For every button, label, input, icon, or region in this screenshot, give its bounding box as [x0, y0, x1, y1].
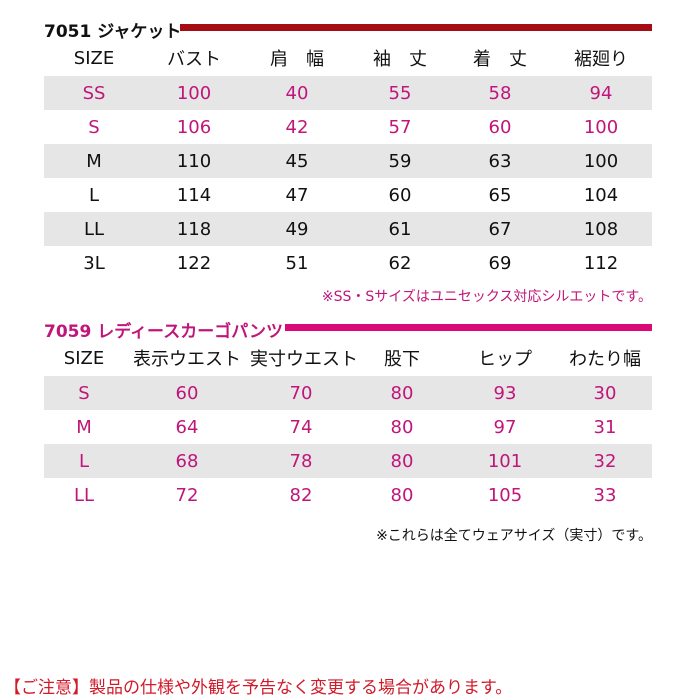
- value-cell: 67: [450, 212, 550, 246]
- value-cell: 112: [583, 252, 619, 274]
- value-cell: 97: [493, 416, 517, 438]
- header-cell: バスト: [167, 49, 221, 70]
- value-cell: 122: [176, 252, 212, 274]
- value-cell: 94: [550, 76, 652, 110]
- size-cell: LL: [73, 484, 95, 506]
- pants-size-table: SIZE 表示ウエスト 実寸ウエスト 股下 ヒップ わたり幅 S 60 70 8…: [44, 340, 652, 512]
- jacket-title-bar: [180, 24, 652, 31]
- header-cell: 袖 丈: [373, 49, 427, 70]
- table-row: M 64 74 80 97 31: [44, 410, 652, 444]
- size-cell: M: [44, 144, 144, 178]
- header-cell: 裾廻り: [574, 49, 628, 70]
- value-cell: 68: [124, 444, 250, 478]
- size-cell: L: [44, 444, 124, 478]
- value-cell: 60: [488, 116, 512, 138]
- value-cell: 33: [593, 484, 617, 506]
- table-row: 3L 122 51 62 69 112: [44, 246, 652, 280]
- caution-notice: 【ご注意】製品の仕様や外観を予告なく変更する場合があります。: [4, 678, 513, 698]
- value-cell: 69: [488, 252, 512, 274]
- table-row: S 60 70 80 93 30: [44, 376, 652, 410]
- value-cell: 72: [175, 484, 199, 506]
- table-row: LL 72 82 80 105 33: [44, 478, 652, 512]
- wear-size-note: ※これらは全てウェアサイズ（実寸）です。: [376, 528, 652, 544]
- value-cell: 80: [390, 416, 414, 438]
- size-cell: S: [44, 376, 124, 410]
- jacket-section-title: 7051 ジャケット: [44, 22, 182, 42]
- jacket-unisex-note: ※SS・Sサイズはユニセックス対応シルエットです。: [321, 289, 652, 305]
- value-cell: 64: [175, 416, 199, 438]
- value-cell: 65: [488, 184, 512, 206]
- header-cell: SIZE: [63, 347, 105, 369]
- value-cell: 108: [550, 212, 652, 246]
- value-cell: 57: [388, 116, 412, 138]
- table-row: S 106 42 57 60 100: [44, 110, 652, 144]
- value-cell: 61: [350, 212, 450, 246]
- size-cell: SS: [44, 76, 144, 110]
- value-cell: 100: [144, 76, 244, 110]
- size-cell: LL: [44, 212, 144, 246]
- value-cell: 74: [289, 416, 313, 438]
- table-row: L 68 78 80 101 32: [44, 444, 652, 478]
- value-cell: 42: [285, 116, 309, 138]
- value-cell: 31: [593, 416, 617, 438]
- value-cell: 114: [176, 184, 212, 206]
- value-cell: 105: [487, 484, 523, 506]
- value-cell: 55: [350, 76, 450, 110]
- value-cell: 80: [352, 444, 452, 478]
- header-cell: 実寸ウエスト: [250, 349, 358, 370]
- value-cell: 100: [550, 144, 652, 178]
- value-cell: 100: [583, 116, 619, 138]
- value-cell: 62: [388, 252, 412, 274]
- value-cell: 60: [124, 376, 250, 410]
- value-cell: 58: [450, 76, 550, 110]
- table-header-row: SIZE 表示ウエスト 実寸ウエスト 股下 ヒップ わたり幅: [44, 340, 652, 376]
- table-row: LL 118 49 61 67 108: [44, 212, 652, 246]
- value-cell: 82: [289, 484, 313, 506]
- value-cell: 106: [176, 116, 212, 138]
- value-cell: 104: [583, 184, 619, 206]
- size-cell: 3L: [83, 252, 105, 274]
- value-cell: 51: [285, 252, 309, 274]
- pants-title-bar: [285, 324, 652, 331]
- value-cell: 80: [352, 376, 452, 410]
- value-cell: 59: [350, 144, 450, 178]
- table-header-row: SIZE バスト 肩 幅 袖 丈 着 丈 裾廻り: [44, 40, 652, 76]
- value-cell: 78: [250, 444, 352, 478]
- header-cell: 肩 幅: [270, 49, 324, 70]
- value-cell: 32: [558, 444, 652, 478]
- header-cell: SIZE: [73, 47, 115, 69]
- value-cell: 110: [144, 144, 244, 178]
- value-cell: 60: [388, 184, 412, 206]
- size-cell: S: [88, 116, 100, 138]
- header-cell: 着 丈: [473, 49, 527, 70]
- header-cell: ヒップ: [478, 349, 532, 370]
- value-cell: 47: [285, 184, 309, 206]
- value-cell: 80: [390, 484, 414, 506]
- size-cell: M: [76, 416, 92, 438]
- pants-section-title: 7059 レディースカーゴパンツ: [44, 322, 284, 342]
- size-cell: L: [88, 184, 100, 206]
- value-cell: 118: [144, 212, 244, 246]
- table-row: SS 100 40 55 58 94: [44, 76, 652, 110]
- value-cell: 30: [558, 376, 652, 410]
- value-cell: 70: [250, 376, 352, 410]
- header-cell: 表示ウエスト: [133, 349, 241, 370]
- table-row: L 114 47 60 65 104: [44, 178, 652, 212]
- header-cell: わたり幅: [569, 349, 641, 370]
- table-row: M 110 45 59 63 100: [44, 144, 652, 178]
- value-cell: 93: [452, 376, 558, 410]
- value-cell: 45: [244, 144, 350, 178]
- value-cell: 40: [244, 76, 350, 110]
- header-cell: 股下: [384, 349, 420, 370]
- value-cell: 63: [450, 144, 550, 178]
- value-cell: 49: [244, 212, 350, 246]
- value-cell: 101: [452, 444, 558, 478]
- jacket-size-table: SIZE バスト 肩 幅 袖 丈 着 丈 裾廻り SS 100 40 55 58…: [44, 40, 652, 280]
